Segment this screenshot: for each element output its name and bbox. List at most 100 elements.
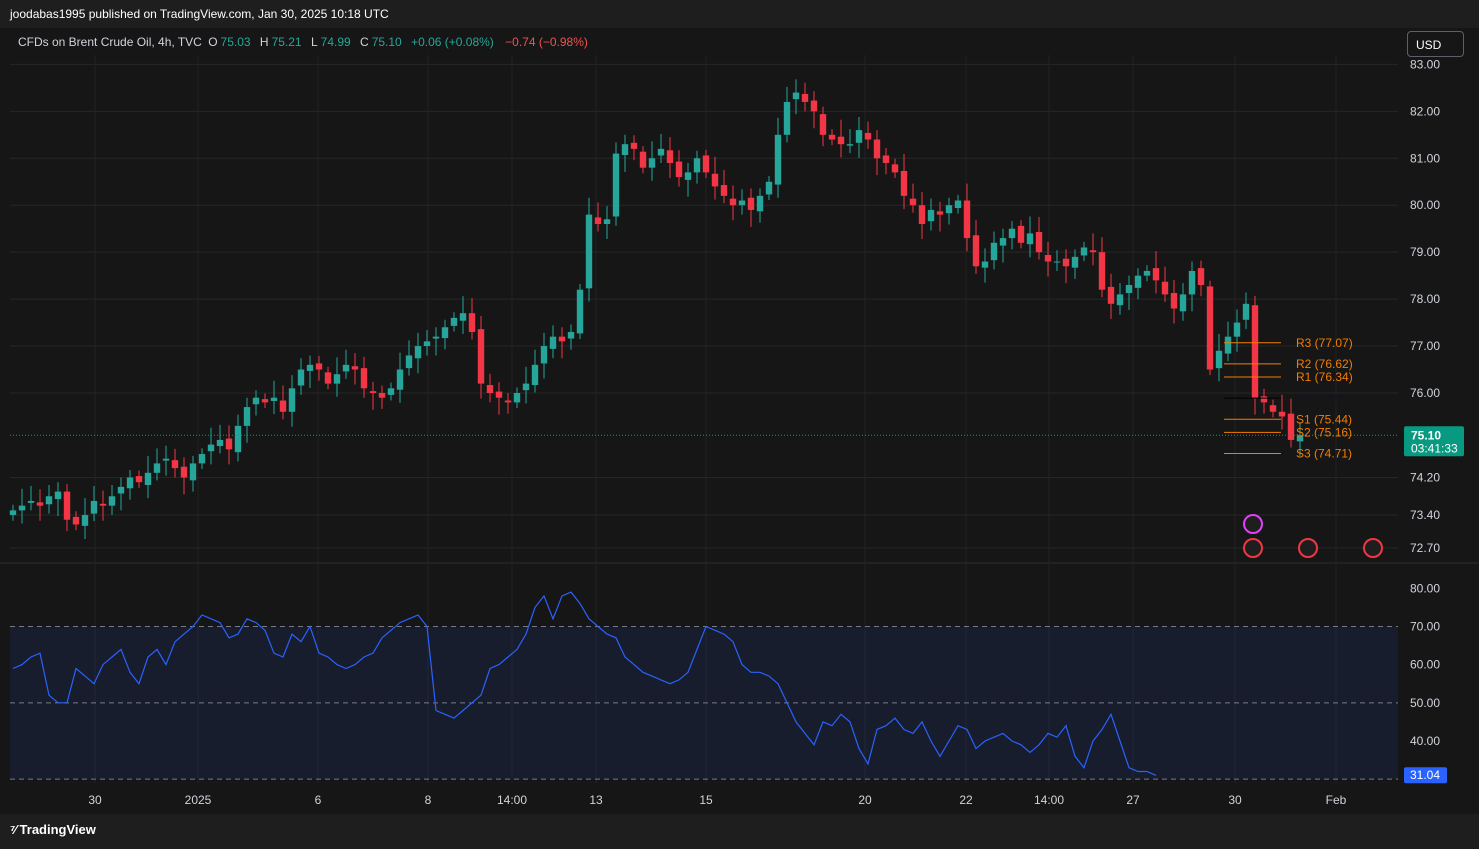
candle-body[interactable] xyxy=(1062,258,1070,267)
candle-body[interactable] xyxy=(297,369,305,386)
candle-body[interactable] xyxy=(1008,228,1016,239)
candle-body[interactable] xyxy=(459,313,467,321)
candle-body[interactable] xyxy=(738,200,746,206)
candle-body[interactable] xyxy=(414,346,422,359)
candle-body[interactable] xyxy=(1107,286,1115,304)
candle-body[interactable] xyxy=(1152,268,1160,281)
candle-body[interactable] xyxy=(810,100,818,112)
candle-body[interactable] xyxy=(1044,254,1052,262)
candle-body[interactable] xyxy=(1134,275,1142,288)
candle-body[interactable] xyxy=(1287,413,1295,440)
event-icon[interactable] xyxy=(1243,538,1263,558)
candle-body[interactable] xyxy=(837,136,845,145)
candle-body[interactable] xyxy=(1215,350,1223,369)
candle-body[interactable] xyxy=(1233,322,1241,337)
candle-body[interactable] xyxy=(1269,405,1277,412)
candle-body[interactable] xyxy=(657,148,665,156)
candle-body[interactable] xyxy=(495,391,503,398)
candle-body[interactable] xyxy=(288,388,296,412)
event-icon[interactable] xyxy=(1363,538,1383,558)
candle-body[interactable] xyxy=(693,158,701,173)
candle-body[interactable] xyxy=(468,313,476,332)
candle-body[interactable] xyxy=(639,151,647,168)
candle-body[interactable] xyxy=(1188,270,1196,295)
candle-body[interactable] xyxy=(126,477,134,489)
candle-body[interactable] xyxy=(675,161,683,178)
candle-body[interactable] xyxy=(720,185,728,196)
candle-body[interactable] xyxy=(36,502,44,506)
candle-body[interactable] xyxy=(621,144,629,155)
candle-body[interactable] xyxy=(171,460,179,469)
tradingview-logo[interactable]: ⁷⁄ TradingView xyxy=(10,822,96,837)
candle-body[interactable] xyxy=(243,407,251,426)
candle-body[interactable] xyxy=(1179,294,1187,312)
candle-body[interactable] xyxy=(135,476,143,483)
candle-body[interactable] xyxy=(1296,435,1304,442)
candle-body[interactable] xyxy=(216,439,224,447)
candle-body[interactable] xyxy=(189,463,197,481)
candle-body[interactable] xyxy=(747,197,755,210)
candle-body[interactable] xyxy=(432,336,440,339)
candle-body[interactable] xyxy=(198,454,206,464)
candle-body[interactable] xyxy=(477,329,485,384)
candle-body[interactable] xyxy=(333,374,341,384)
candle-body[interactable] xyxy=(558,336,566,342)
candle-body[interactable] xyxy=(180,466,188,478)
candle-body[interactable] xyxy=(648,158,656,168)
candle-body[interactable] xyxy=(981,261,989,268)
candle-body[interactable] xyxy=(612,153,620,217)
candle-body[interactable] xyxy=(819,114,827,135)
candle-body[interactable] xyxy=(972,235,980,267)
candle-body[interactable] xyxy=(756,195,764,212)
candle-body[interactable] xyxy=(1017,225,1025,243)
candle-body[interactable] xyxy=(945,205,953,214)
candle-body[interactable] xyxy=(963,200,971,239)
candle-body[interactable] xyxy=(306,364,314,371)
candle-body[interactable] xyxy=(486,385,494,393)
candle-body[interactable] xyxy=(72,516,80,525)
currency-button[interactable]: USD xyxy=(1407,31,1464,57)
candle-body[interactable] xyxy=(1098,252,1106,290)
candle-body[interactable] xyxy=(918,205,926,224)
candle-body[interactable] xyxy=(324,372,332,384)
candle-body[interactable] xyxy=(531,364,539,386)
candle-body[interactable] xyxy=(54,491,62,500)
candle-body[interactable] xyxy=(360,368,368,389)
candle-body[interactable] xyxy=(1026,233,1034,245)
candle-body[interactable] xyxy=(873,139,881,159)
candle-body[interactable] xyxy=(1035,231,1043,253)
candle-body[interactable] xyxy=(936,211,944,215)
candle-body[interactable] xyxy=(603,219,611,224)
candle-body[interactable] xyxy=(423,341,431,347)
candle-body[interactable] xyxy=(45,496,53,505)
candle-body[interactable] xyxy=(666,150,674,163)
candle-body[interactable] xyxy=(729,198,737,206)
candle-body[interactable] xyxy=(1089,250,1097,253)
candle-body[interactable] xyxy=(576,289,584,334)
candle-body[interactable] xyxy=(153,463,161,473)
candle-body[interactable] xyxy=(504,400,512,403)
candle-body[interactable] xyxy=(450,317,458,326)
candle-body[interactable] xyxy=(594,217,602,224)
candle-body[interactable] xyxy=(315,363,323,370)
candle-body[interactable] xyxy=(108,496,116,506)
candle-body[interactable] xyxy=(954,200,962,209)
candle-body[interactable] xyxy=(387,388,395,395)
candle-body[interactable] xyxy=(369,391,377,393)
candle-body[interactable] xyxy=(252,397,260,405)
candle-body[interactable] xyxy=(1170,293,1178,309)
event-icon[interactable] xyxy=(1243,514,1263,534)
candle-body[interactable] xyxy=(783,101,791,135)
candle-body[interactable] xyxy=(162,458,170,461)
candle-body[interactable] xyxy=(882,155,890,163)
candle-body[interactable] xyxy=(234,425,242,453)
candle-body[interactable] xyxy=(855,130,863,143)
candle-body[interactable] xyxy=(18,505,26,511)
candle-body[interactable] xyxy=(828,134,836,140)
candle-body[interactable] xyxy=(1125,285,1133,294)
candle-body[interactable] xyxy=(846,144,854,146)
candle-body[interactable] xyxy=(63,491,71,520)
candle-body[interactable] xyxy=(1242,303,1250,320)
event-icon[interactable] xyxy=(1298,538,1318,558)
